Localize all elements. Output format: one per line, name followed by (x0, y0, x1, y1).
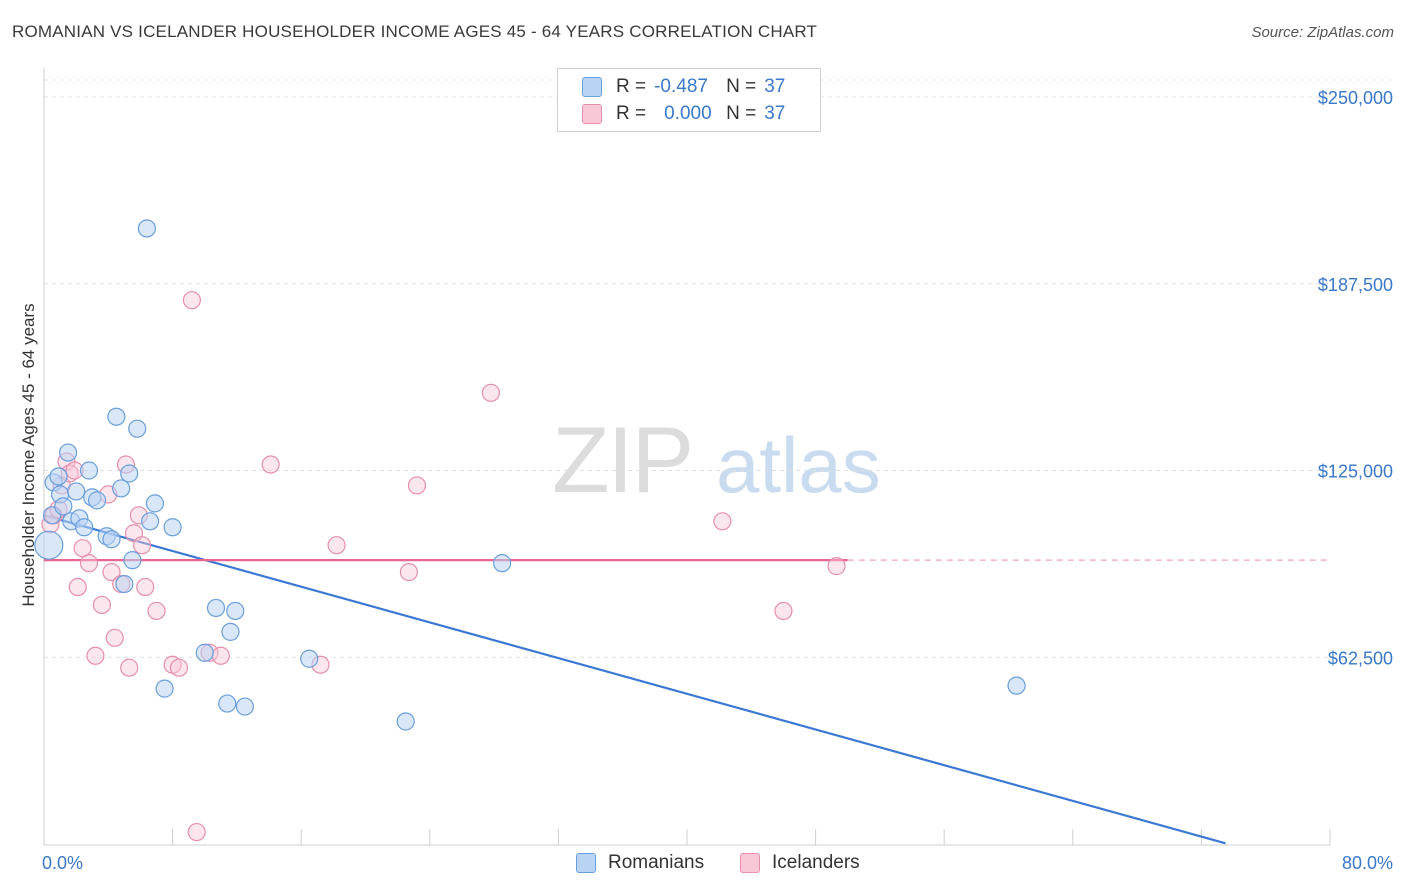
n-label: N = (726, 103, 757, 124)
icelanders-point (407, 476, 427, 495)
romanians-point (140, 512, 160, 531)
icelanders-point (169, 658, 189, 677)
romanians-point (34, 530, 64, 560)
romanians-point (115, 574, 134, 594)
icelanders-point (68, 577, 87, 597)
x-tick-label: 0.0% (42, 853, 83, 873)
icelanders-point (182, 291, 201, 310)
x-tick-labels: 0.0% 80.0% (42, 853, 1393, 873)
romanians-point (112, 479, 131, 498)
y-tick-labels: $62,500 $125,000 $187,500 $250,000 (1318, 88, 1393, 668)
romanians-point (1007, 676, 1026, 695)
romanians-point (120, 464, 139, 483)
n-value-romanians: 37 (764, 76, 786, 97)
icelanders-point (120, 658, 139, 677)
n-label: N = (726, 76, 757, 97)
y-tick-label: $62,500 (1328, 648, 1393, 668)
y-tick-label: $250,000 (1318, 88, 1393, 108)
icelanders-point (327, 536, 346, 555)
icelanders-legend-swatch (740, 853, 760, 873)
x-tick-label: 80.0% (1342, 853, 1393, 873)
romanians-point (206, 598, 226, 618)
trend-lines (43, 514, 1330, 845)
icelanders-point (827, 557, 846, 576)
romanians-point (79, 461, 99, 480)
icelanders-point (105, 628, 124, 647)
romanians-legend-swatch (576, 853, 596, 873)
romanians-point (235, 697, 255, 716)
romanians-point (137, 219, 156, 238)
legend-row-romanians: R = -0.487 N = 37 (582, 75, 785, 99)
icelanders-swatch (582, 104, 602, 124)
romanians-swatch (582, 77, 602, 97)
romanians-point (107, 407, 126, 426)
romanians-point (123, 551, 142, 570)
romanians-points (34, 219, 1026, 731)
romanians-point (128, 419, 147, 438)
romanians-point (163, 518, 182, 537)
romanians-legend-label: Romanians (608, 852, 705, 873)
romanians-point (87, 491, 107, 510)
romanians-point (195, 643, 214, 662)
r-value-icelanders: 0.000 (664, 103, 712, 124)
romanians-point (221, 622, 240, 641)
legend-item-romanians[interactable]: Romanians (576, 852, 704, 874)
icelanders-point (399, 562, 419, 582)
romanians-point (145, 494, 165, 513)
icelanders-point (211, 646, 230, 665)
n-value-icelanders: 37 (764, 103, 786, 124)
icelanders-points (41, 291, 846, 842)
icelanders-point (147, 601, 166, 621)
icelanders-point (774, 601, 793, 621)
icelanders-point (713, 512, 732, 531)
romanians-point (67, 482, 86, 501)
romanians-point (300, 649, 319, 668)
icelanders-point (261, 455, 280, 474)
series-legend: Romanians Icelanders (0, 852, 1406, 878)
romanians-point (59, 443, 78, 462)
romanians-point (155, 679, 174, 698)
romanians-point (75, 518, 94, 537)
r-value-romanians: -0.487 (654, 76, 708, 97)
r-label: R = (616, 103, 647, 124)
chart-title: ROMANIAN VS ICELANDER HOUSEHOLDER INCOME… (12, 22, 818, 41)
watermark-zip: ZIP (552, 407, 692, 512)
chart-source: Source: ZipAtlas.com (1251, 24, 1394, 41)
romanians-point (54, 497, 73, 516)
icelanders-point (136, 577, 155, 597)
romanians-point (396, 712, 415, 731)
correlation-legend: R = -0.487 N = 37 R = 0.000 N = 37 (557, 68, 821, 132)
axes (43, 68, 1331, 846)
icelanders-point (92, 595, 111, 615)
icelanders-point (481, 383, 500, 402)
icelanders-legend-label: Icelanders (772, 852, 860, 873)
icelanders-point (86, 646, 105, 665)
icelanders-point (73, 539, 92, 558)
y-axis-label: Householder Income Ages 45 - 64 years (19, 303, 38, 606)
romanians-point (493, 554, 512, 573)
icelanders-point (79, 554, 99, 573)
legend-item-icelanders[interactable]: Icelanders (740, 852, 860, 874)
y-tick-label: $125,000 (1318, 462, 1393, 482)
romanians-point (49, 467, 68, 486)
legend-row-icelanders: R = 0.000 N = 37 (582, 102, 785, 126)
romanians-point (102, 530, 121, 549)
watermark-atlas: atlas (716, 421, 881, 509)
icelanders-point (187, 822, 206, 842)
romanians-trend-line (43, 514, 1226, 845)
romanians-point (226, 601, 245, 621)
r-label: R = (616, 76, 647, 97)
icelanders-point (102, 562, 121, 582)
y-tick-label: $187,500 (1318, 275, 1393, 295)
romanians-point (218, 694, 237, 713)
icelanders-point (132, 536, 152, 555)
